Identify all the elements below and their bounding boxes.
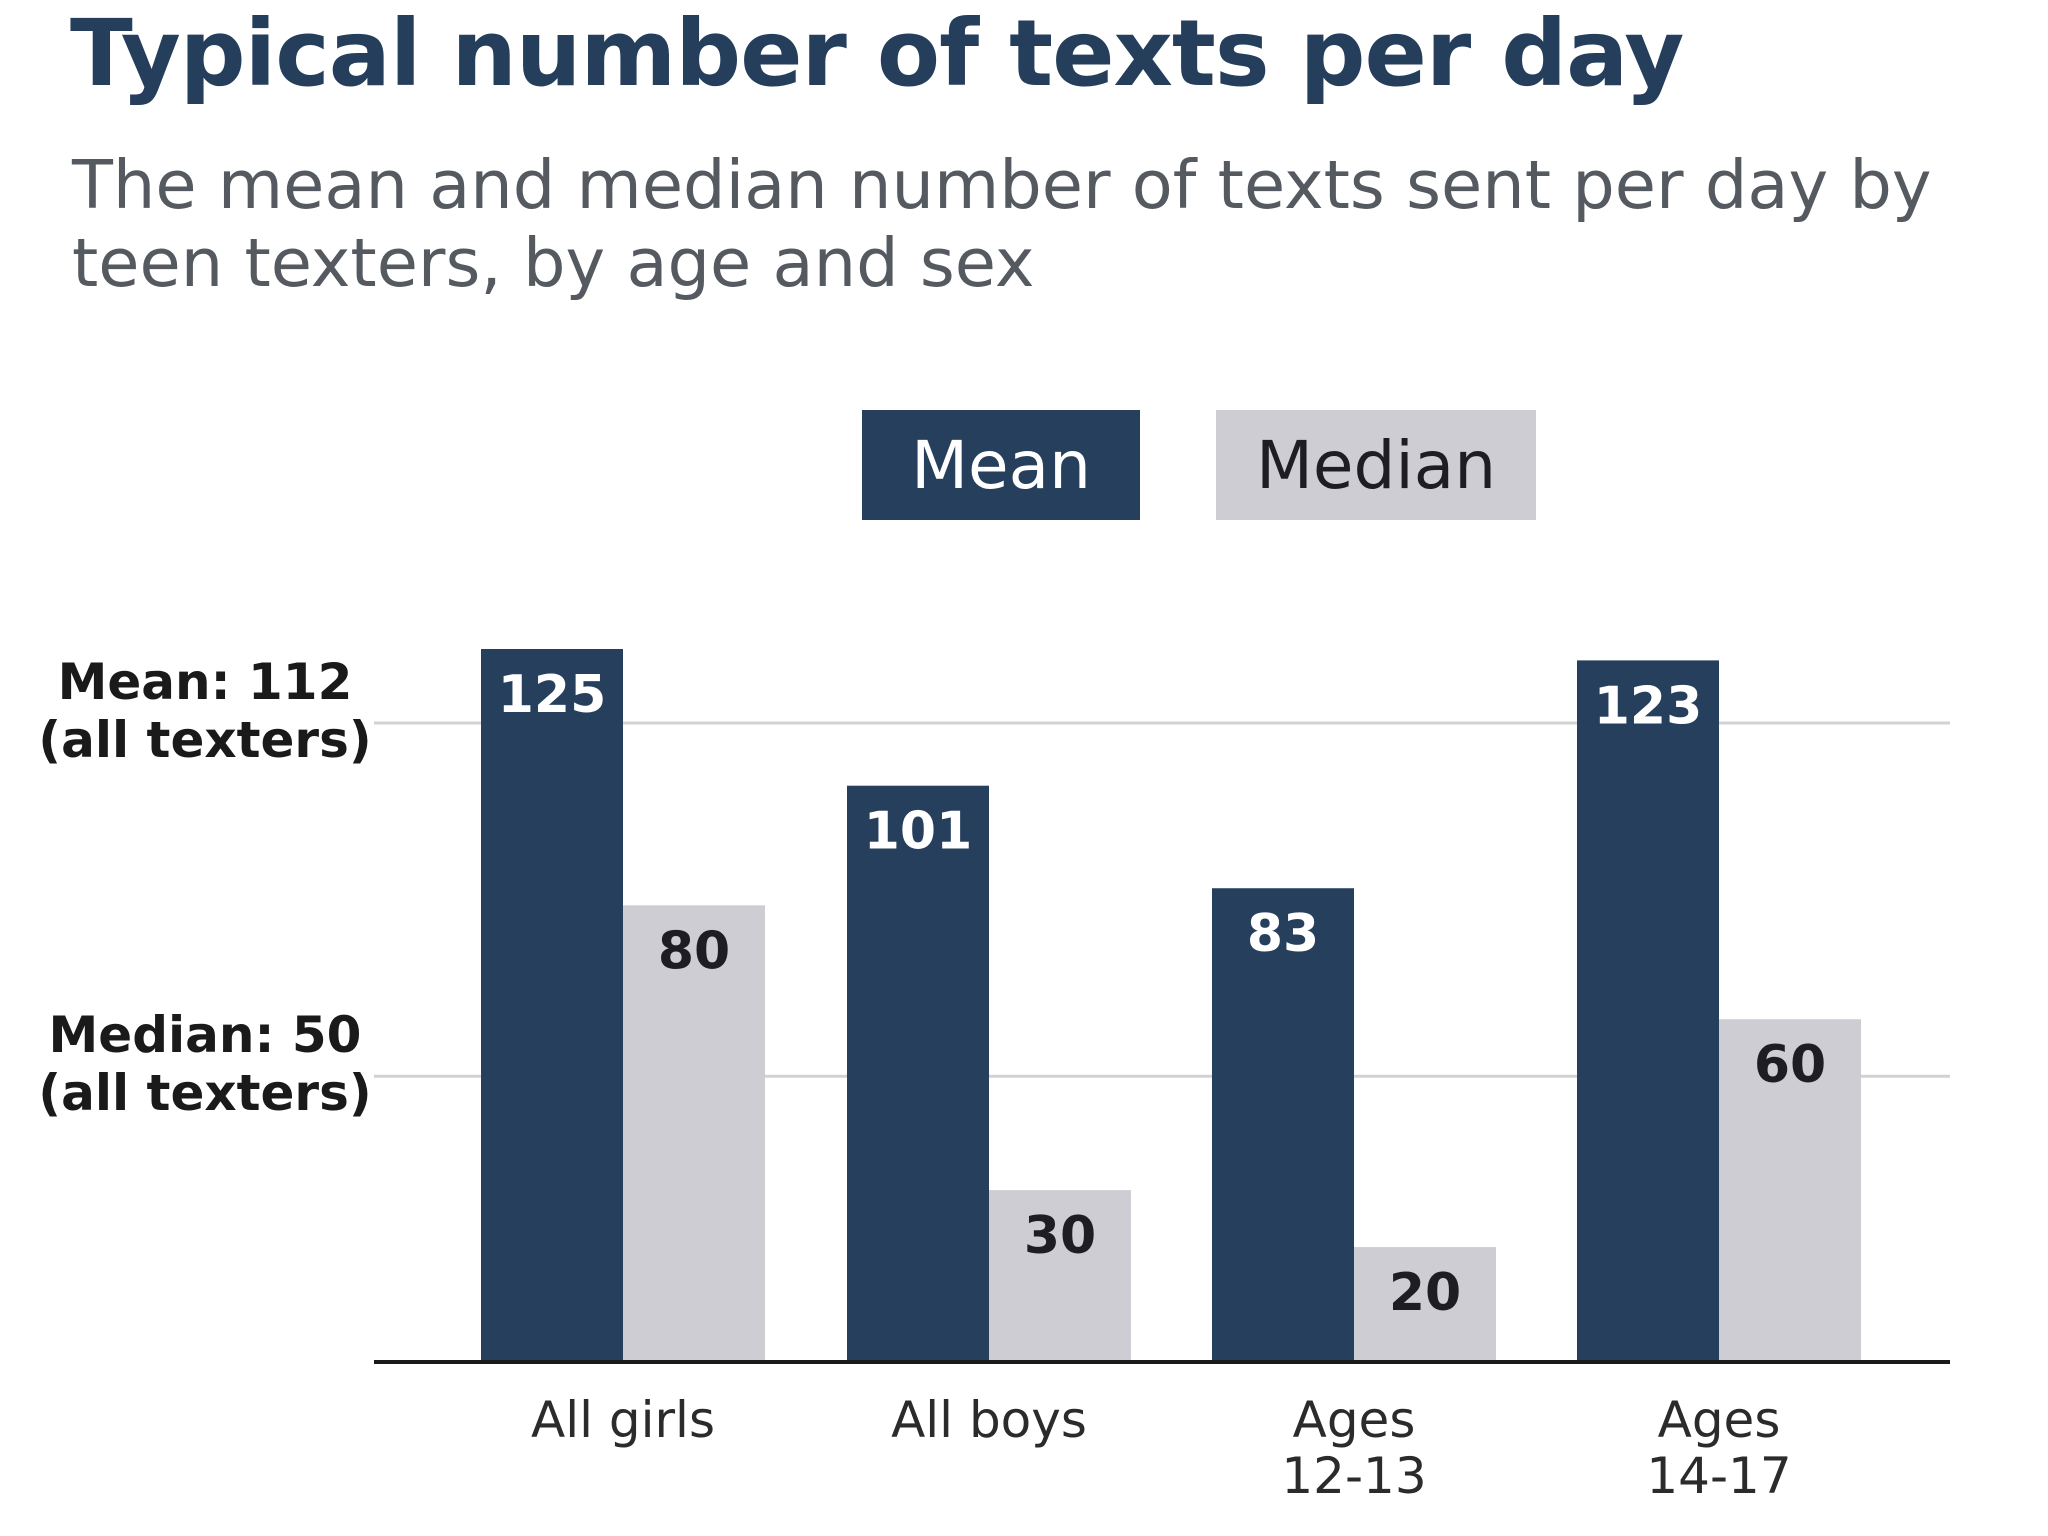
bar-mean xyxy=(1577,660,1719,1361)
legend-median: Median xyxy=(1216,410,1536,520)
bar-mean xyxy=(481,649,623,1361)
bar-value-label: 83 xyxy=(1247,904,1319,964)
bar-value-label: 30 xyxy=(1024,1206,1096,1266)
category-label: 14-17 xyxy=(1646,1447,1791,1505)
bar-value-label: 101 xyxy=(864,802,973,862)
bar-value-label: 80 xyxy=(658,921,730,981)
chart-subtitle: The mean and median number of texts sent… xyxy=(72,146,1932,302)
reference-label: (all texters) xyxy=(38,711,371,769)
bar-value-label: 60 xyxy=(1754,1035,1826,1095)
bar-mean xyxy=(1212,888,1354,1361)
bar-value-label: 125 xyxy=(498,665,607,725)
category-label: All boys xyxy=(891,1391,1087,1449)
category-label: Ages xyxy=(1293,1391,1416,1449)
bar-median xyxy=(623,905,765,1361)
reference-label: Median: 50 xyxy=(49,1006,362,1064)
chart-title: Typical number of texts per day xyxy=(70,0,1684,107)
category-label: All girls xyxy=(531,1391,715,1449)
category-label: 12-13 xyxy=(1281,1447,1426,1505)
bar-value-label: 123 xyxy=(1594,676,1703,736)
bar-median xyxy=(989,1190,1131,1361)
reference-label: Mean: 112 xyxy=(58,653,353,711)
bar-median xyxy=(1354,1247,1496,1361)
reference-label: (all texters) xyxy=(38,1064,371,1122)
bar-median xyxy=(1719,1019,1861,1361)
legend-mean: Mean xyxy=(862,410,1140,520)
bar-value-label: 20 xyxy=(1389,1263,1461,1323)
category-label: Ages xyxy=(1658,1391,1781,1449)
bar-mean xyxy=(847,785,989,1361)
